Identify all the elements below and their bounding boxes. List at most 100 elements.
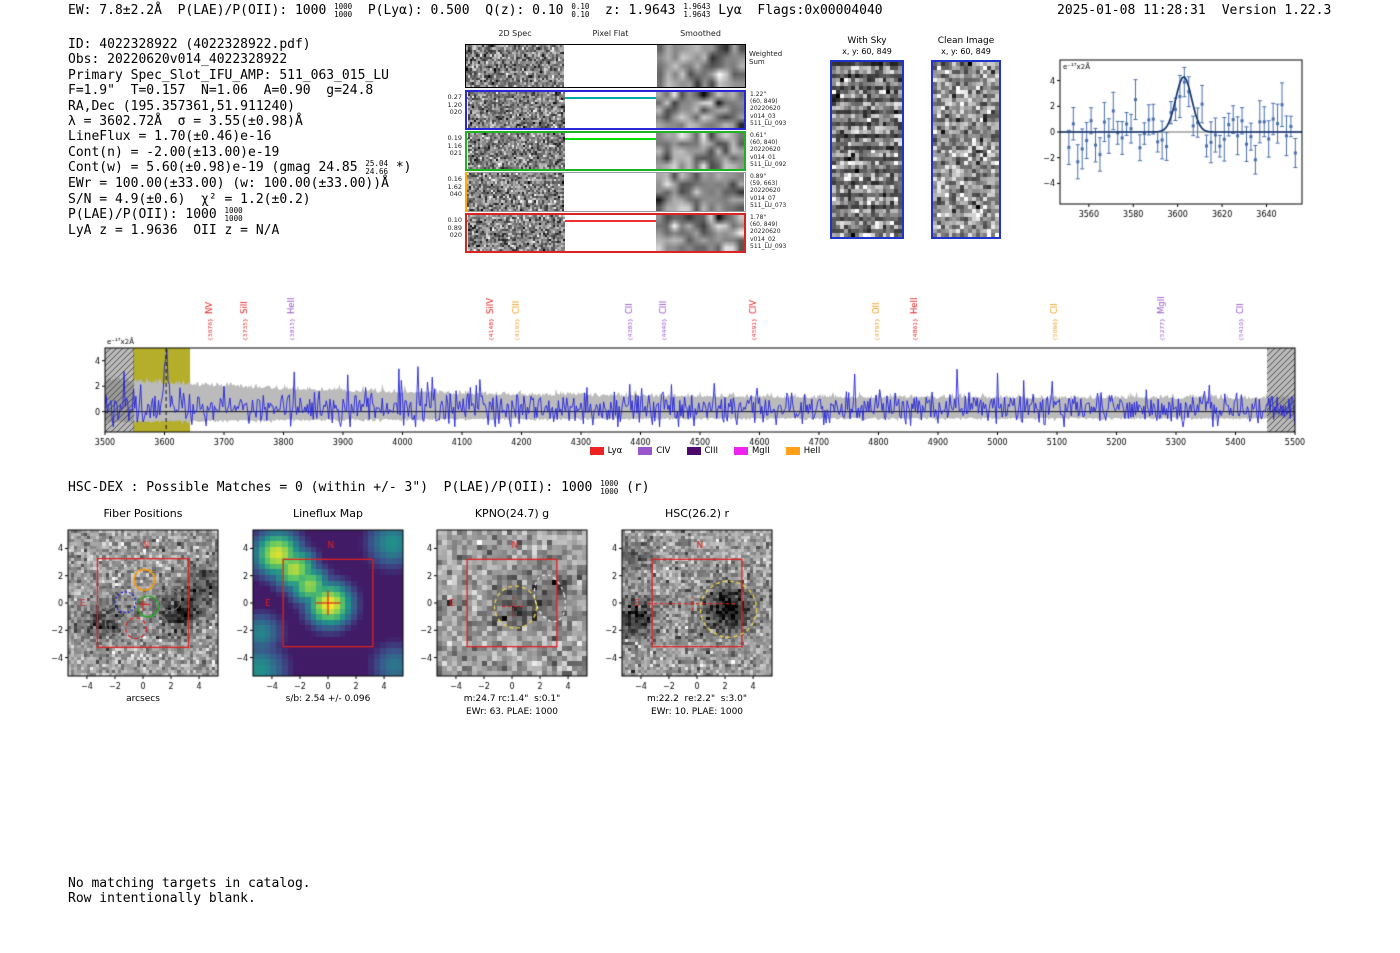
- info-line: Cont(w) = 5.60(±0.98)e-19 (gmag 24.85 25…: [68, 160, 411, 176]
- text-segment: ID: 4022328922 (4022328922.pdf): [68, 37, 311, 52]
- legend-label: Lyα: [607, 446, 623, 456]
- amp-flag-edge: [465, 172, 468, 212]
- text-segment: RA,Dec (195.357361,51.911240): [68, 98, 295, 114]
- legend-label: MgII: [751, 446, 770, 456]
- smoothed-cell: [656, 215, 744, 251]
- legend-swatch: [785, 447, 800, 455]
- stacked-fraction: 25.04 24.66: [365, 159, 388, 177]
- line-fit-plot: [1038, 52, 1308, 227]
- text-segment: Obs: 20220620v014_4022328922: [68, 52, 288, 68]
- spec2d-left-label: 0.16 1.62 040: [447, 175, 462, 199]
- text-segment: S/N = 4.9(±0.6) χ² = 1.2(±0.2): [68, 191, 311, 207]
- full-spectrum-plot: [55, 290, 1325, 450]
- panel-canvas-lineflux-map: [227, 522, 423, 696]
- legend-item: HeII: [785, 446, 821, 456]
- legend-item: MgII: [733, 446, 770, 456]
- legend-label: CIV: [656, 446, 671, 456]
- panel-canvas-hsc-r: [596, 522, 792, 696]
- panel-title: KPNO(24.7) g: [474, 507, 550, 520]
- legend-item: Lyα: [589, 446, 623, 456]
- stacked-fraction: 1000 1000: [334, 2, 353, 19]
- text-segment: HSC-DEX : Possible Matches = 0 (within +…: [68, 480, 601, 495]
- header-datetime: 2025-01-08 11:28:31 Version 1.22.3: [1057, 3, 1331, 18]
- panel-title: Fiber Positions: [103, 507, 183, 520]
- stacked-fraction: 1000 1000: [224, 206, 243, 223]
- text-segment: LyA z = 1.9636 OII z = N/A: [68, 222, 280, 238]
- spec2d-right-label: 0.89" (59, 663) 20220620 v014_07 511_LU_…: [750, 173, 787, 209]
- twod-spec-cell: [467, 173, 564, 211]
- text-segment: EW: 7.8±2.2Å P(LAE)/P(OII): 1000: [68, 3, 335, 18]
- twod-spec-cell: [468, 92, 565, 128]
- legend-swatch: [638, 447, 653, 455]
- info-line: EWr = 100.00(±33.00) (w: 100.00(±33.00))…: [68, 176, 411, 191]
- smoothed-cell: [656, 133, 744, 169]
- weighted-sum-label: Weighted Sum: [749, 50, 783, 66]
- info-line: S/N = 4.9(±0.6) χ² = 1.2(±0.2): [68, 192, 411, 207]
- twod-spec-cell: [468, 215, 565, 251]
- spec2d-right-label: 1.78" (60, 849) 20220620 v014_02 511_LU_…: [750, 214, 787, 250]
- text-segment: λ = 3602.72Å σ = 3.55(±0.98)Å: [68, 114, 303, 130]
- spec2d-col-header: Pixel Flat: [592, 29, 629, 38]
- legend-swatch: [686, 447, 701, 455]
- text-segment: Lyα Flags:0x00004040: [710, 3, 883, 18]
- spec2d-right-label: 1.22" (60, 849) 20220620 v014_03 511_LU_…: [750, 91, 787, 127]
- spec2d-left-label: 0.27 1.20 020: [447, 93, 462, 117]
- spec2d-left-label: 0.10 0.89 020: [447, 216, 462, 240]
- legend-swatch: [733, 447, 748, 455]
- trace-accent-line: [467, 220, 744, 222]
- info-line: P(LAE)/P(OII): 1000 1000 1000: [68, 207, 411, 223]
- with-sky-coords: x, y: 60, 849: [842, 47, 892, 56]
- header-stats: EW: 7.8±2.2Å P(LAE)/P(OII): 1000 1000 100…: [68, 3, 883, 19]
- text-segment: *): [388, 160, 412, 176]
- clean-image-title: Clean Image: [937, 36, 995, 46]
- info-line: F=1.9" T=0.157 N=1.06 A=0.90 g=24.8: [68, 83, 411, 98]
- clean-image: [931, 60, 1001, 239]
- panel-title: HSC(26.2) r: [664, 507, 730, 520]
- info-line: λ = 3602.72Å σ = 3.55(±0.98)Å: [68, 114, 411, 129]
- with-sky-image: [830, 60, 904, 239]
- footer-line: Row intentionally blank.: [68, 891, 256, 906]
- panel-sublabel: EWr: 63. PLAE: 1000: [465, 707, 559, 717]
- panel-sublabel: EWr: 10. PLAE: 1000: [650, 707, 744, 717]
- panel-xlabel: s/b: 2.54 +/- 0.096: [285, 694, 371, 704]
- legend-item: CIII: [686, 446, 718, 456]
- stacked-fraction: 1.9643 1.9643: [683, 2, 711, 19]
- detection-info-block: ID: 4022328922 (4022328922.pdf) Obs: 2022…: [68, 37, 411, 238]
- report-datetime: 2025-01-08 11:28:31: [1057, 3, 1206, 18]
- spec2d-col-header: Smoothed: [680, 29, 721, 38]
- text-segment: LineFlux = 1.70(±0.46)e-16: [68, 129, 272, 145]
- panel-xlabel: arcsecs: [126, 694, 160, 704]
- legend-item: CIV: [638, 446, 671, 456]
- spectrum-legend: Lyα CIV CIII MgII HeII: [540, 446, 870, 456]
- stacked-fraction: 1000 1000: [600, 479, 619, 496]
- text-segment: P(LAE)/P(OII): 1000: [68, 206, 225, 222]
- info-line: Cont(n) = -2.00(±13.00)e-19: [68, 145, 411, 160]
- panel-canvas-fiber-positions: [42, 522, 238, 696]
- text-segment: Cont(w) = 5.60(±0.98)e-19 (gmag 24.85: [68, 160, 366, 176]
- trace-accent-line: [467, 138, 744, 140]
- smoothed-cell: [657, 45, 745, 87]
- spec2d-right-label: 0.61" (60, 840) 20220620 v014_01 511_LU_…: [750, 132, 787, 168]
- text-segment: EWr = 100.00(±33.00) (w: 100.00(±33.00))…: [68, 176, 389, 192]
- legend-swatch: [589, 447, 604, 455]
- catalog-match-line: HSC-DEX : Possible Matches = 0 (within +…: [68, 480, 650, 496]
- footer-line: No matching targets in catalog.: [68, 876, 311, 891]
- panel-xlabel: m:24.7 rc:1.4" s:0.1": [463, 694, 561, 704]
- info-line: LyA z = 1.9636 OII z = N/A: [68, 223, 411, 238]
- legend-label: HeII: [803, 446, 821, 456]
- trace-accent-line: [467, 97, 744, 99]
- smoothed-cell: [656, 92, 744, 128]
- panel-title: Lineflux Map: [292, 507, 364, 520]
- text-segment: z: 1.9643: [589, 3, 684, 18]
- info-line: LineFlux = 1.70(±0.46)e-16: [68, 129, 411, 144]
- info-line: Obs: 20220620v014_4022328922: [68, 52, 411, 67]
- panel-canvas-kpno-g: [411, 522, 607, 696]
- text-segment: Cont(n) = -2.00(±13.00)e-19: [68, 144, 280, 160]
- twod-spec-cell: [468, 133, 565, 169]
- legend-label: CIII: [704, 446, 718, 456]
- panel-xlabel: m:22.2 re:2.2" s:3.0": [647, 694, 747, 704]
- info-line: Primary Spec_Slot_IFU_AMP: 511_063_015_L…: [68, 68, 411, 83]
- info-line: ID: 4022328922 (4022328922.pdf): [68, 37, 411, 52]
- clean-image-coords: x, y: 60, 849: [941, 47, 991, 56]
